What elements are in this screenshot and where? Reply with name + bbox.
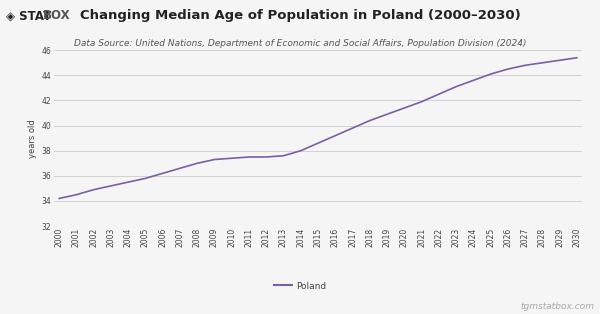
Text: tgmstatbox.com: tgmstatbox.com	[520, 302, 594, 311]
Text: BOX: BOX	[43, 9, 71, 22]
Text: ◈ STAT: ◈ STAT	[6, 9, 51, 22]
Text: Data Source: United Nations, Department of Economic and Social Affairs, Populati: Data Source: United Nations, Department …	[74, 39, 526, 48]
Text: Changing Median Age of Population in Poland (2000–2030): Changing Median Age of Population in Pol…	[80, 9, 520, 22]
Y-axis label: years old: years old	[28, 119, 37, 158]
Legend: Poland: Poland	[274, 282, 326, 291]
